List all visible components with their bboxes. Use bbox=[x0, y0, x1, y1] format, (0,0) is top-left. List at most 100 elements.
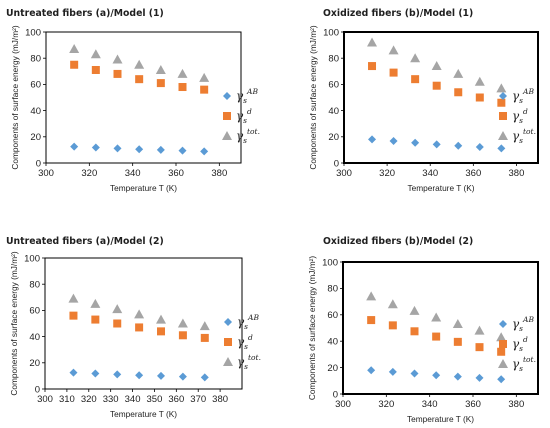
data-point bbox=[135, 145, 144, 154]
data-point bbox=[368, 62, 377, 71]
y-axis-label: Components of surface energy (mJ/m²) bbox=[308, 25, 318, 170]
y-tick-label: 20 bbox=[30, 132, 41, 143]
data-point bbox=[388, 321, 397, 330]
y-axis-label: Components of surface energy (mJ/m²) bbox=[9, 251, 19, 396]
x-tick-label: 320 bbox=[81, 168, 97, 179]
data-point bbox=[177, 318, 188, 328]
legend-label: γsAB bbox=[512, 315, 534, 333]
y-tick-label: 60 bbox=[327, 310, 338, 321]
data-point bbox=[431, 61, 442, 71]
data-point bbox=[113, 144, 122, 153]
x-tick-label: 360 bbox=[465, 168, 481, 179]
data-point bbox=[496, 332, 507, 342]
y-tick-label: 40 bbox=[328, 106, 339, 117]
legend-label: γsd bbox=[237, 333, 253, 351]
chart-panel-1: Untreated fibers (a)/Model (1) 0 20 40 60 80 1… bbox=[6, 8, 260, 193]
data-point bbox=[409, 305, 420, 315]
legend-label: γsAB bbox=[236, 87, 258, 105]
y-tick-label: 100 bbox=[25, 27, 41, 38]
data-point bbox=[134, 59, 145, 69]
data-point bbox=[91, 369, 100, 378]
x-tick-label: 320 bbox=[379, 168, 395, 179]
data-point bbox=[453, 68, 464, 78]
legend-label: γstot. bbox=[512, 355, 536, 373]
data-point bbox=[496, 83, 507, 93]
legend-marker bbox=[499, 112, 507, 120]
series-diamond bbox=[367, 366, 506, 384]
series-diamond bbox=[70, 142, 209, 156]
data-point bbox=[200, 333, 209, 342]
x-tick-label: 340 bbox=[422, 399, 438, 410]
legend: γsAB γsd γstot. bbox=[222, 87, 260, 145]
data-point bbox=[70, 142, 79, 151]
x-tick-label: 300 bbox=[38, 168, 54, 179]
data-point bbox=[388, 45, 399, 55]
data-point bbox=[69, 368, 78, 377]
data-point bbox=[368, 135, 377, 144]
x-tick-label: 350 bbox=[147, 394, 163, 405]
data-point bbox=[155, 64, 166, 74]
x-tick-label: 370 bbox=[190, 394, 206, 405]
x-tick-label: 360 bbox=[168, 394, 184, 405]
y-tick-label: 0 bbox=[334, 158, 339, 169]
y-axis-label: Components of surface energy (mJ/m²) bbox=[307, 256, 317, 401]
data-point bbox=[156, 314, 167, 324]
legend-label: γstot. bbox=[237, 353, 261, 371]
y-tick-label: 60 bbox=[30, 80, 41, 91]
plot-area bbox=[342, 261, 539, 395]
data-point bbox=[454, 141, 463, 150]
legend-marker bbox=[499, 320, 507, 328]
y-tick-label: 100 bbox=[323, 27, 339, 38]
data-point bbox=[432, 371, 441, 380]
data-point bbox=[200, 147, 209, 156]
y-tick-label: 20 bbox=[327, 363, 338, 374]
data-point bbox=[475, 143, 484, 152]
data-point bbox=[177, 68, 188, 78]
data-point bbox=[366, 291, 377, 301]
data-point bbox=[431, 312, 442, 322]
data-point bbox=[410, 327, 419, 336]
data-point bbox=[475, 93, 484, 102]
series-diamond bbox=[368, 135, 506, 153]
data-point bbox=[70, 60, 79, 69]
data-point bbox=[156, 79, 165, 88]
data-point bbox=[135, 371, 144, 380]
series-triangle bbox=[69, 44, 210, 82]
legend-label: γstot. bbox=[512, 127, 536, 145]
y-tick-label: 60 bbox=[29, 306, 40, 317]
data-point bbox=[389, 136, 398, 145]
legend-marker bbox=[224, 318, 232, 326]
data-point bbox=[367, 316, 376, 325]
legend-marker bbox=[223, 112, 231, 120]
data-point bbox=[199, 72, 210, 82]
legend-marker bbox=[224, 338, 232, 346]
x-tick-label: 340 bbox=[125, 394, 141, 405]
x-tick-label: 320 bbox=[81, 394, 97, 405]
data-point bbox=[432, 81, 441, 90]
data-point bbox=[453, 337, 462, 346]
series-triangle bbox=[367, 37, 507, 93]
data-point bbox=[69, 44, 80, 54]
data-point bbox=[112, 304, 123, 314]
y-tick-label: 100 bbox=[24, 253, 40, 264]
data-point bbox=[497, 347, 506, 356]
series-square bbox=[367, 316, 506, 356]
data-point bbox=[474, 76, 485, 86]
x-tick-label: 380 bbox=[212, 394, 228, 405]
data-point bbox=[113, 370, 122, 379]
x-axis-label: Temperature T (K) bbox=[110, 409, 177, 419]
data-point bbox=[178, 372, 187, 381]
data-point bbox=[157, 371, 166, 380]
chart-panel-3: Untreated fibers (a)/Model (2) 0 20 40 60 80 1… bbox=[6, 236, 261, 419]
data-point bbox=[389, 68, 398, 77]
plot-area bbox=[44, 257, 243, 390]
data-point bbox=[432, 332, 441, 341]
x-tick-label: 310 bbox=[59, 394, 75, 405]
legend-marker bbox=[499, 340, 507, 348]
x-axis-label: Temperature T (K) bbox=[407, 414, 474, 424]
data-point bbox=[178, 331, 187, 340]
data-point bbox=[411, 75, 420, 84]
legend-marker bbox=[222, 131, 232, 140]
data-point bbox=[454, 88, 463, 97]
